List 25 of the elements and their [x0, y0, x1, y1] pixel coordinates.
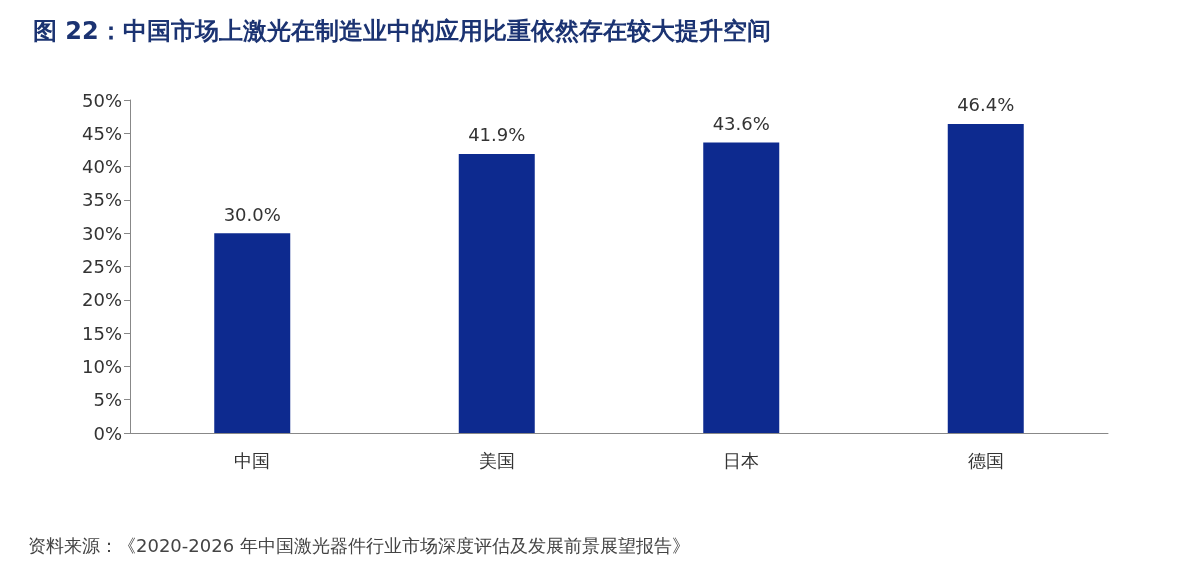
x-tick-label: 中国 [234, 449, 271, 471]
bar [703, 142, 780, 433]
bar [458, 153, 535, 433]
x-tick-label: 日本 [723, 449, 760, 471]
y-tick-label: 40% [81, 156, 122, 178]
y-tick-label: 10% [81, 355, 122, 377]
y-tick-label: 5% [93, 389, 122, 411]
x-tick-label: 德国 [967, 449, 1004, 471]
data-label: 43.6% [712, 113, 770, 135]
y-tick-label: 15% [81, 322, 122, 344]
y-tick-label: 0% [93, 422, 122, 444]
y-tick-label: 35% [81, 189, 122, 211]
chart-title: 图 22：中国市场上激光在制造业中的应用比重依然存在较大提升空间 [33, 17, 771, 45]
y-tick-label: 50% [81, 89, 122, 111]
y-tick-label: 25% [81, 256, 122, 277]
text: 资料来源：《2020-2026 年中国激光器件行业市场深度评估及发展前景展望报告》 [28, 534, 690, 556]
y-tick-label: 45% [81, 122, 122, 144]
data-label: 30.0% [223, 203, 281, 225]
y-tick-label: 30% [81, 222, 122, 244]
y-tick-label: 20% [81, 289, 122, 311]
bar [214, 233, 291, 433]
data-label: 46.4% [957, 94, 1015, 116]
x-tick-label: 美国 [478, 449, 515, 471]
data-label: 41.9% [468, 124, 526, 146]
bar [947, 123, 1024, 433]
